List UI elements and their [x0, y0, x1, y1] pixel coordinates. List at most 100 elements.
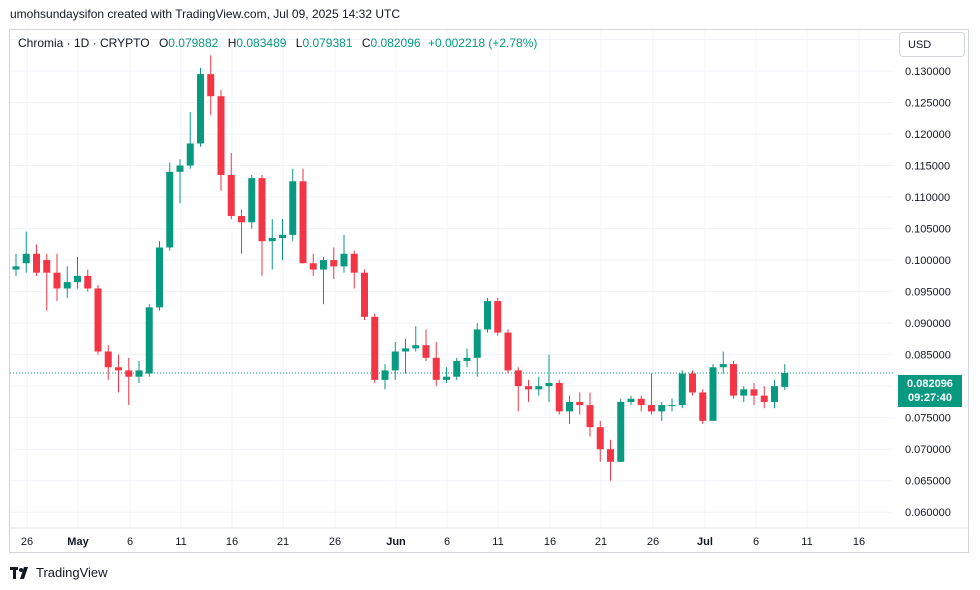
candle-body [289, 181, 297, 235]
x-tick-label: 6 [753, 536, 759, 548]
candle-body [207, 74, 215, 97]
x-tick-label: 21 [595, 536, 607, 548]
candle-body [268, 238, 276, 242]
tradingview-brand: TradingView [36, 565, 108, 580]
candle-body [463, 357, 471, 361]
candle-body [227, 174, 235, 216]
candle-body [340, 253, 348, 267]
high-value: 0.083489 [236, 36, 287, 50]
close-value: 0.082096 [370, 36, 421, 50]
x-tick-label: 26 [329, 536, 341, 548]
candle-body [94, 288, 102, 352]
candle-body [248, 178, 256, 223]
candle-body [299, 181, 307, 264]
candle-body [217, 96, 225, 175]
candle-body [514, 370, 522, 387]
candle-body [279, 234, 286, 239]
candle-body [473, 329, 481, 358]
candle-body [74, 275, 81, 283]
candle-body [12, 266, 20, 270]
candle-body [33, 253, 40, 273]
candle-body [586, 405, 594, 428]
tradingview-logo-icon [10, 566, 28, 579]
x-tick-label: 11 [801, 536, 812, 548]
candle-body [350, 253, 358, 273]
chart-frame [9, 29, 969, 553]
candle-body [504, 332, 512, 371]
candle-body [145, 307, 153, 374]
candle-body [576, 401, 584, 406]
candle-body [709, 367, 717, 421]
x-tick-label: 26 [647, 536, 659, 548]
last-price-value: 0.082096 [907, 378, 953, 390]
candle-body [535, 386, 543, 390]
candle-body [607, 449, 614, 462]
candle-body [699, 392, 707, 421]
candle-body [156, 247, 163, 308]
candle-body [371, 316, 379, 380]
candle-body [238, 215, 245, 223]
candle-body [320, 260, 327, 270]
candle-body [432, 357, 440, 380]
candle-body [309, 263, 317, 270]
candle-body [391, 351, 399, 371]
candle-body [760, 395, 768, 402]
open-label: O [158, 36, 169, 50]
symbol-label[interactable]: Chromia · 1D · CRYPTO [18, 36, 150, 50]
candle-body [771, 386, 778, 402]
candle-body [627, 398, 635, 402]
candle-body [648, 405, 655, 412]
candle-body [637, 398, 645, 406]
candle-body [617, 401, 625, 462]
y-tick-label: 0.120000 [905, 129, 951, 141]
x-tick-label: 6 [127, 536, 133, 548]
candle-body [53, 272, 61, 289]
candle-body [494, 301, 502, 333]
x-tick-label: 26 [21, 536, 33, 548]
y-tick-label: 0.095000 [905, 287, 951, 299]
tradingview-footer[interactable]: TradingView [10, 565, 108, 580]
y-tick-label: 0.115000 [905, 161, 950, 173]
y-tick-label: 0.070000 [905, 444, 951, 456]
candle-body [412, 345, 420, 349]
countdown-value: 09:27:40 [907, 392, 953, 404]
x-tick-label: 11 [492, 536, 503, 548]
y-tick-label: 0.130000 [905, 66, 951, 78]
y-tick-label: 0.090000 [905, 318, 951, 330]
low-label: L [295, 36, 303, 50]
candle-body [330, 260, 338, 267]
x-tick-label: 16 [544, 536, 556, 548]
candle-body [740, 389, 748, 396]
candle-body [84, 275, 92, 289]
candle-body [166, 171, 174, 248]
last-price-tag: 0.082096 09:27:40 [898, 375, 962, 407]
currency-button[interactable]: USD [899, 32, 965, 57]
x-tick-label: 16 [226, 536, 238, 548]
candle-body [730, 364, 737, 396]
y-tick-label: 0.065000 [905, 476, 951, 488]
candle-body [443, 376, 450, 380]
x-tick-label: 16 [853, 536, 865, 548]
x-tick-label: 21 [277, 536, 289, 548]
y-tick-label: 0.085000 [905, 350, 951, 362]
candle-body [258, 178, 266, 242]
candle-body [453, 360, 461, 377]
candle-body [422, 345, 430, 358]
candle-body [176, 165, 184, 172]
change-value: +0.002218 (+2.78%) [427, 36, 538, 50]
y-tick-label: 0.060000 [905, 507, 951, 519]
ohlc-legend: Chromia · 1D · CRYPTO O0.079882 H0.08348… [18, 36, 537, 50]
x-tick-label: 6 [444, 536, 450, 548]
y-tick-label: 0.100000 [905, 255, 951, 267]
y-tick-label: 0.075000 [905, 413, 951, 425]
open-value: 0.079882 [168, 36, 219, 50]
candle-body [402, 348, 409, 352]
x-tick-label: May [67, 536, 89, 548]
candle-body [750, 389, 758, 396]
candle-body [719, 364, 727, 368]
candle-body [381, 370, 389, 380]
y-tick-label: 0.105000 [905, 224, 951, 236]
candle-body [43, 260, 51, 273]
candle-body [525, 386, 532, 390]
